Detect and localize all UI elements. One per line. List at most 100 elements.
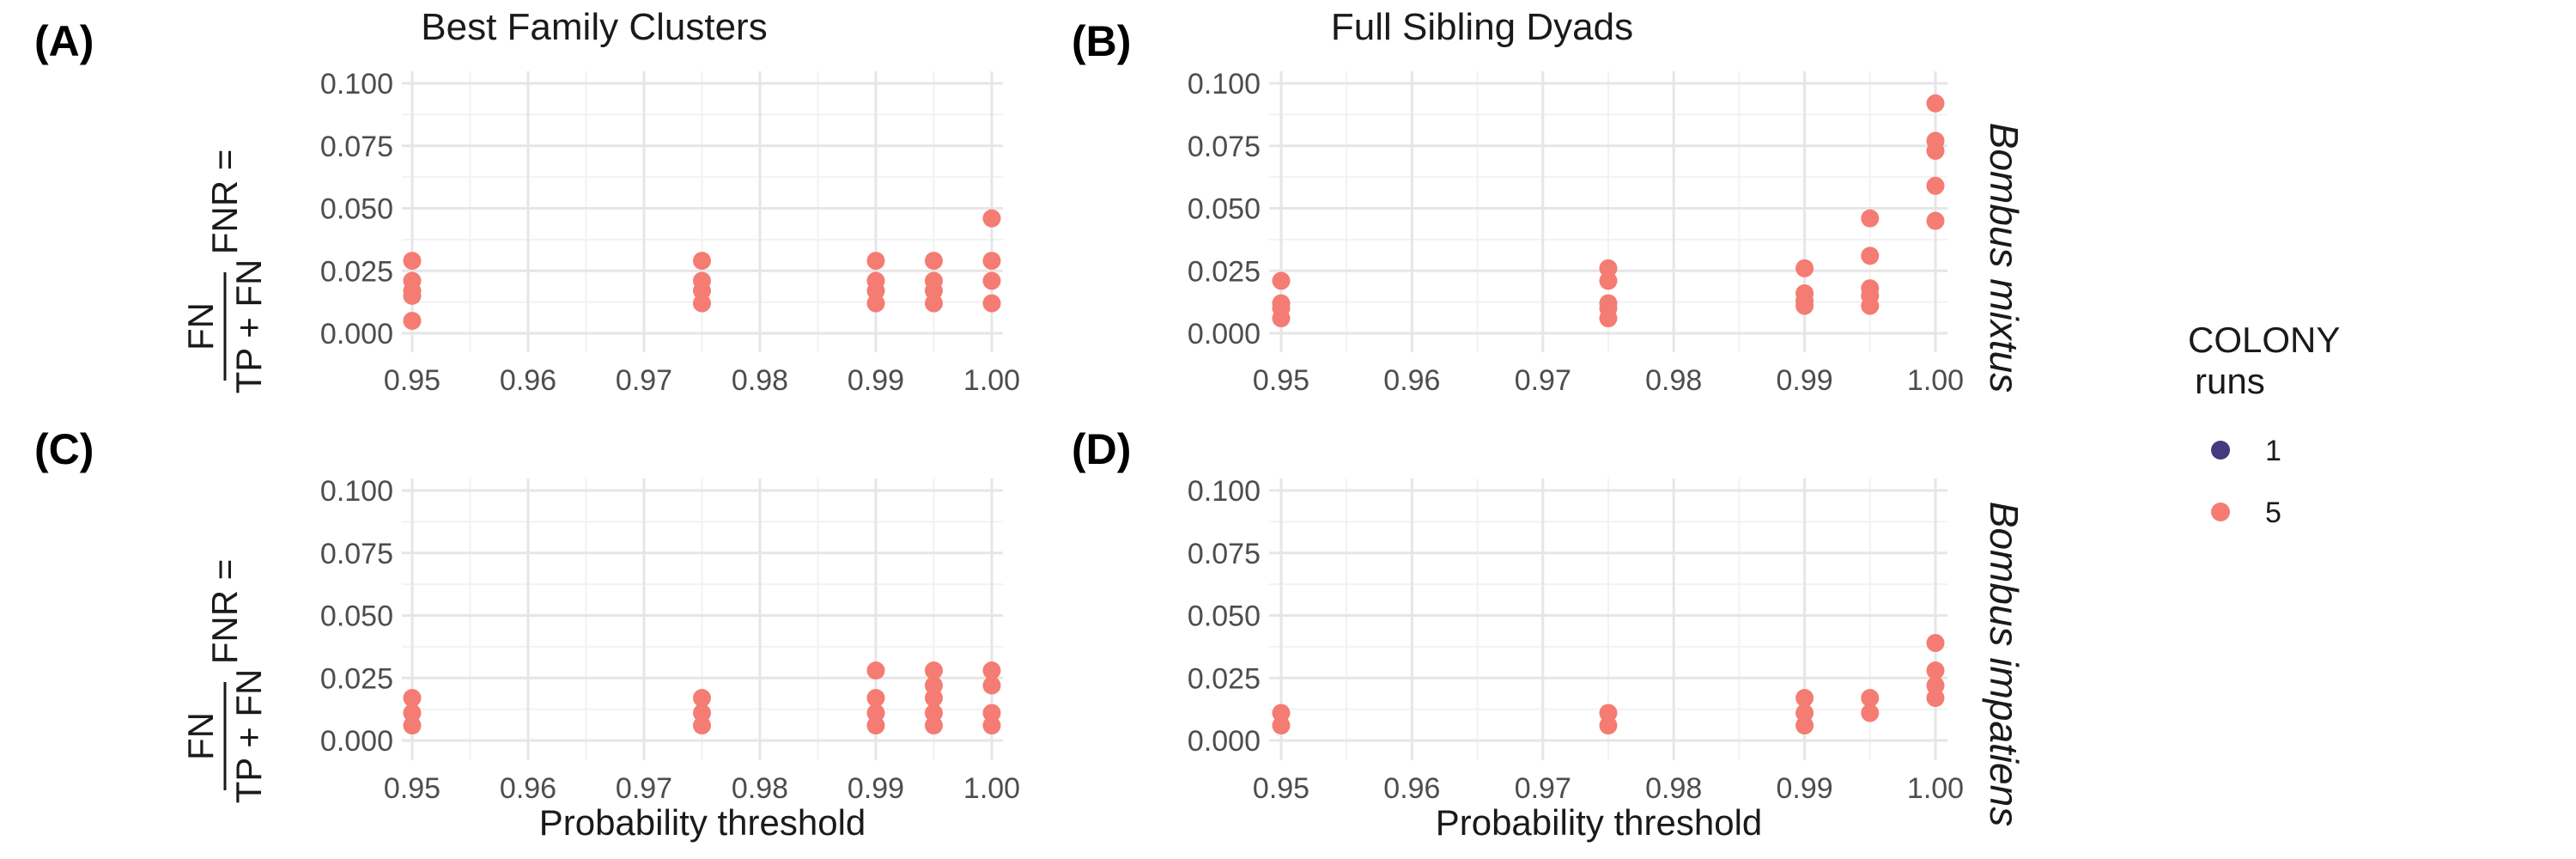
svg-text:FNR =: FNR = xyxy=(204,149,245,255)
data-point xyxy=(1926,634,1945,653)
x-tick-label: 1.00 xyxy=(963,364,1020,397)
data-point xyxy=(1926,676,1945,695)
data-point xyxy=(982,661,1001,680)
x-tick-label: 0.95 xyxy=(1253,364,1309,397)
y-axis-label-top: FN TP + FN FNR = xyxy=(180,149,269,394)
x-axis-title-right: Probability threshold xyxy=(1436,802,1763,843)
column-title-right: Full Sibling Dyads xyxy=(1331,6,1633,48)
data-point xyxy=(866,704,885,722)
x-tick-label: 0.98 xyxy=(1645,772,1702,805)
data-point xyxy=(866,294,885,313)
data-point xyxy=(693,716,711,735)
legend-key-5 xyxy=(2211,503,2230,521)
data-point xyxy=(925,676,943,695)
data-point xyxy=(1861,209,1880,228)
data-point xyxy=(982,271,1001,290)
x-tick-label: 0.99 xyxy=(1777,364,1833,397)
y-tick-label: 0.050 xyxy=(320,193,393,226)
data-point xyxy=(693,282,711,301)
data-point xyxy=(925,282,943,301)
y-tick-label: 0.075 xyxy=(320,538,393,570)
data-point xyxy=(866,252,885,271)
data-point xyxy=(1599,309,1618,328)
y-tick-label: 0.075 xyxy=(1188,131,1261,163)
strip-top: Bombus mixtus xyxy=(1982,123,2026,393)
x-tick-label: 0.97 xyxy=(616,772,672,805)
data-point xyxy=(982,252,1001,271)
y-tick-label: 0.000 xyxy=(320,318,393,350)
data-point xyxy=(1272,716,1291,735)
y-tick-label: 0.050 xyxy=(1188,600,1261,633)
legend-label-5: 5 xyxy=(2265,497,2281,529)
y-tick-label: 0.000 xyxy=(1188,318,1261,350)
data-point xyxy=(403,704,422,722)
data-point xyxy=(982,716,1001,735)
x-tick-label: 0.96 xyxy=(500,364,556,397)
data-point xyxy=(1926,211,1945,230)
data-point xyxy=(925,716,943,735)
panel-tag-a: (A) xyxy=(34,17,94,65)
data-point xyxy=(403,716,422,735)
panel-b: 0.95 0.96 0.97 0.98 0.99 1.00 0.000 0.025 0.050 0… xyxy=(1188,68,1964,397)
data-point xyxy=(403,286,422,305)
data-point xyxy=(1795,296,1814,315)
legend-key-1 xyxy=(2211,441,2230,460)
data-point xyxy=(1926,661,1945,680)
data-point xyxy=(925,704,943,722)
y-tick-label: 0.100 xyxy=(1188,68,1261,101)
x-tick-label: 0.96 xyxy=(1383,364,1440,397)
data-point xyxy=(1272,271,1291,290)
panel-d: 0.95 0.96 0.97 0.98 0.99 1.00 0.000 0.025 0.050 0… xyxy=(1188,475,1964,805)
x-tick-label: 0.96 xyxy=(1383,772,1440,805)
y-tick-label: 0.050 xyxy=(1188,193,1261,226)
data-point xyxy=(925,689,943,708)
y-tick-label: 0.000 xyxy=(320,725,393,758)
svg-text:TP + FN: TP + FN xyxy=(228,669,269,804)
data-point xyxy=(1599,271,1618,290)
x-tick-label: 0.95 xyxy=(384,364,440,397)
panel-tag-b: (B) xyxy=(1072,17,1131,65)
panel-tag-d: (D) xyxy=(1072,425,1131,473)
panel-tag-c: (C) xyxy=(34,425,94,473)
data-point xyxy=(1861,689,1880,708)
svg-text:TP + FN: TP + FN xyxy=(228,259,269,394)
x-tick-label: 0.99 xyxy=(1777,772,1833,805)
data-point xyxy=(866,282,885,301)
data-point xyxy=(1599,704,1618,722)
y-axis-label-bottom: FN TP + FN FNR = xyxy=(180,559,269,804)
svg-text:FN: FN xyxy=(180,302,221,350)
y-tick-label: 0.025 xyxy=(1188,255,1261,288)
data-point xyxy=(1795,259,1814,277)
y-tick-label: 0.000 xyxy=(1188,725,1261,758)
data-point xyxy=(1926,142,1945,161)
data-point xyxy=(693,704,711,722)
panel-a: 0.95 0.96 0.97 0.98 0.99 1.00 0.000 0.025 0.050 0… xyxy=(320,68,1020,397)
legend-label-1: 1 xyxy=(2265,435,2281,467)
data-point xyxy=(1795,689,1814,708)
x-tick-label: 0.97 xyxy=(1515,772,1571,805)
data-point xyxy=(1861,704,1880,722)
y-tick-label: 0.100 xyxy=(1188,475,1261,508)
x-tick-label: 0.96 xyxy=(500,772,556,805)
y-tick-label: 0.025 xyxy=(320,255,393,288)
data-point xyxy=(693,294,711,313)
legend-title-line2: runs xyxy=(2195,361,2265,401)
data-point xyxy=(403,689,422,708)
strip-bottom: Bombus impatiens xyxy=(1982,502,2026,826)
column-title-left: Best Family Clusters xyxy=(421,6,767,48)
x-tick-label: 0.98 xyxy=(732,772,788,805)
x-tick-label: 1.00 xyxy=(963,772,1020,805)
data-point xyxy=(1795,716,1814,735)
data-point xyxy=(1272,704,1291,722)
data-point xyxy=(1795,704,1814,722)
data-point xyxy=(1272,309,1291,328)
x-tick-label: 0.98 xyxy=(1645,364,1702,397)
data-point xyxy=(1926,689,1945,708)
x-tick-label: 0.95 xyxy=(1253,772,1309,805)
y-tick-label: 0.025 xyxy=(1188,662,1261,695)
y-tick-label: 0.100 xyxy=(320,475,393,508)
svg-text:FNR =: FNR = xyxy=(204,559,245,665)
data-point xyxy=(1861,296,1880,315)
y-tick-label: 0.100 xyxy=(320,68,393,101)
